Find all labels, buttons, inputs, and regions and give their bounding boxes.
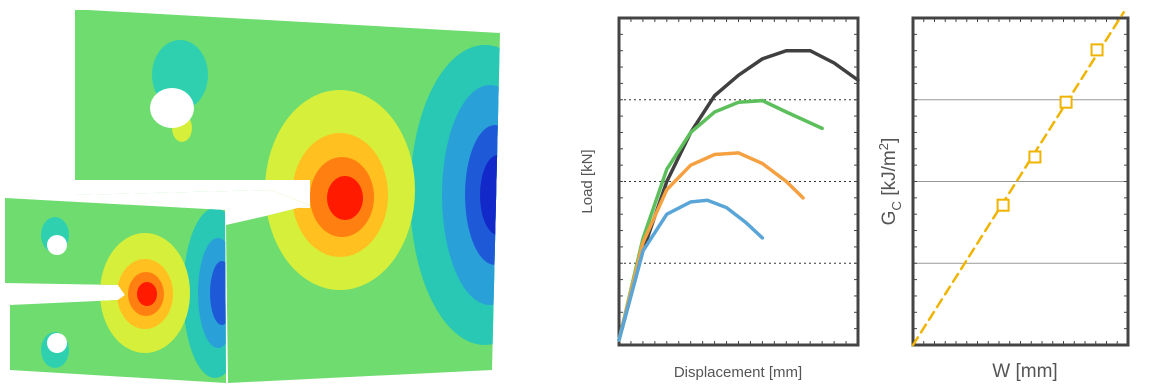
trend-line: [911, 11, 1125, 347]
x-axis-label: W [mm]: [992, 361, 1057, 382]
small-specimen: [5, 198, 226, 383]
data-point: [1090, 43, 1104, 57]
y-axis-label-part: C: [889, 201, 904, 211]
plot-frame: [617, 16, 860, 347]
y-axis-label-part: 2: [876, 143, 891, 150]
x-axis-label: Displacement [mm]: [674, 364, 802, 381]
y-axis-label-part: [kJ/m: [879, 150, 900, 201]
plot-frame: [911, 16, 1130, 347]
data-point: [1028, 150, 1042, 164]
series-line: [617, 48, 860, 342]
series-line: [617, 98, 824, 342]
series-line: [617, 198, 765, 342]
y-axis-label-part: ]: [879, 138, 900, 143]
large-specimen: [75, 10, 500, 383]
data-point: [996, 198, 1010, 212]
data-point: [1059, 95, 1073, 109]
y-axis-label: Load [kN]: [579, 149, 596, 213]
y-axis-label-part: G: [879, 211, 900, 226]
y-axis-label: GC [kJ/m2]: [876, 138, 904, 226]
series-line: [617, 151, 805, 342]
fe-contours: [5, 10, 500, 383]
